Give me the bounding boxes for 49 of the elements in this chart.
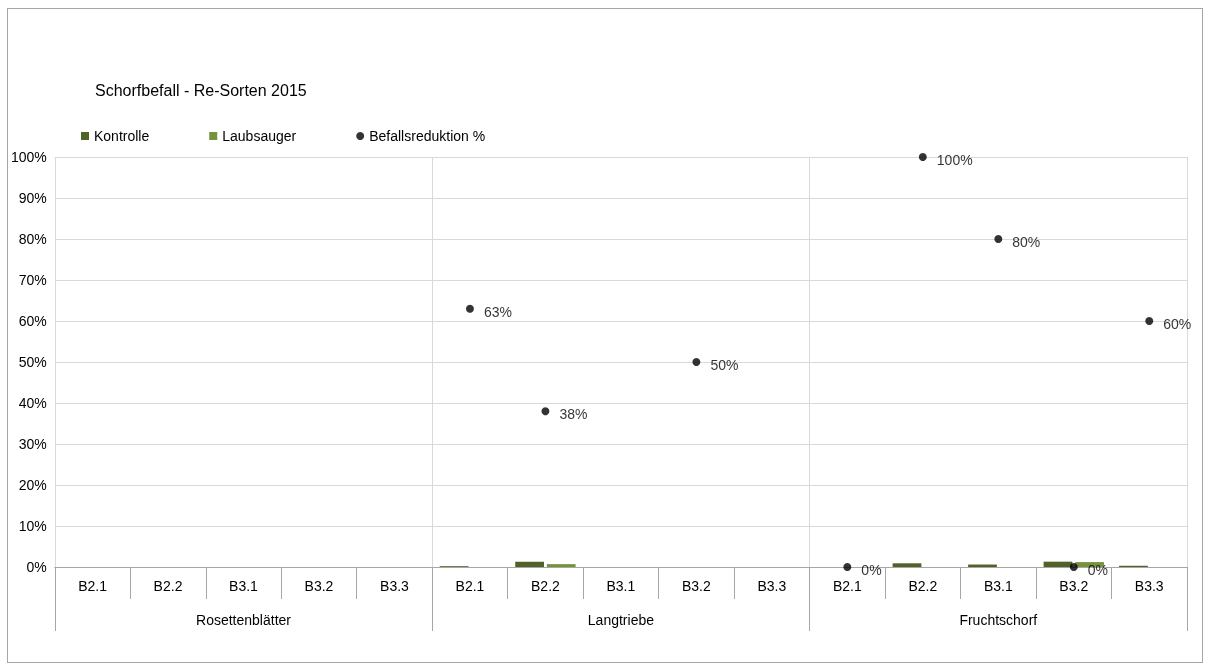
x-tick-label: B3.3 [380, 578, 410, 594]
point [1145, 317, 1154, 325]
x-tick-label: B3.2 [1059, 578, 1089, 594]
data-label: 60% [1163, 316, 1192, 332]
legend-label: Laubsauger [222, 128, 297, 144]
x-tick-label: B3.1 [229, 578, 259, 594]
point [994, 235, 1003, 243]
data-label: 38% [559, 406, 588, 423]
text: Fruchtschorf [959, 612, 1038, 628]
y-tick-label: 40% [18, 395, 47, 411]
point [843, 563, 852, 571]
y-tick-label: 20% [18, 477, 47, 493]
legend-label: Kontrolle [94, 128, 150, 144]
x-tick-label: B3.3 [757, 578, 787, 594]
x-tick-label: B3.1 [606, 578, 636, 594]
x-tick-label: B3.2 [304, 578, 334, 594]
x-tick-label: B2.1 [455, 578, 485, 594]
point [918, 153, 927, 161]
point [692, 358, 701, 366]
y-tick-label: 10% [18, 518, 47, 534]
x-tick-label: B3.3 [1134, 578, 1164, 594]
y-tick-label: 80% [18, 231, 47, 247]
x-tick-label: B2.2 [908, 578, 938, 594]
chart-title: Schorfbefall - Re-Sorten 2015 [95, 81, 307, 99]
x-tick-label: B2.2 [531, 578, 561, 594]
x-tick-label: B3.2 [681, 578, 711, 594]
y-tick-label: 30% [18, 436, 47, 452]
y-tick-label: 60% [18, 313, 47, 329]
point [1069, 563, 1078, 571]
x-tick-label: B3.1 [983, 578, 1013, 594]
data-label: 0% [861, 562, 882, 578]
text: Rosettenblätter [196, 612, 292, 628]
x-tick-label: B2.1 [78, 578, 108, 594]
data-label: 0% [1087, 562, 1109, 578]
x-tick-label: B2.1 [832, 578, 862, 594]
y-tick-label: 70% [18, 272, 47, 288]
point [541, 407, 550, 416]
y-tick-label: 100% [10, 149, 47, 165]
point [465, 304, 474, 313]
legend-label: Befallsreduktion % [369, 128, 486, 144]
data-label: 80% [1012, 234, 1041, 250]
data-label: 50% [710, 357, 739, 373]
y-tick-label: 50% [18, 354, 47, 370]
data-label: 100% [936, 152, 973, 168]
y-tick-label: 0% [26, 559, 47, 575]
data-label: 63% [483, 303, 512, 320]
x-tick-label: B2.2 [153, 578, 183, 594]
text: Langtriebe [587, 612, 655, 628]
y-tick-label: 90% [18, 190, 47, 206]
